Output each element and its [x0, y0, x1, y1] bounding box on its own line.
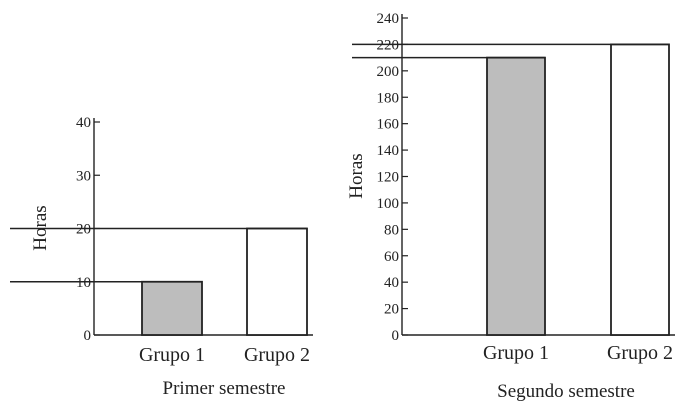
category-label-2: Grupo 2: [607, 342, 673, 364]
category-label-2: Grupo 1: [483, 342, 549, 364]
y-tick-label-2: 180: [377, 90, 400, 106]
y-tick-label-2: 100: [377, 196, 400, 212]
y-tick-label-1: 40: [76, 115, 91, 131]
bar-1-1: [141, 280, 203, 336]
y-tick-label-2: 80: [384, 222, 399, 238]
bar-2-1: [486, 56, 546, 336]
y-tick-label-1: 10: [76, 275, 91, 291]
y-tick-label-2: 200: [377, 64, 400, 80]
y-tick-label-2: 0: [392, 328, 400, 344]
y-tick-label-2: 220: [377, 37, 400, 53]
y-tick-label-2: 160: [377, 117, 400, 133]
y-axis-title-2: Horas: [346, 153, 367, 198]
y-tick-label-2: 60: [384, 249, 399, 265]
y-tick-label-2: 120: [377, 170, 400, 186]
bar-1-2: [246, 227, 308, 336]
chart-title-2: Segundo semestre: [497, 381, 635, 402]
y-tick-label-2: 240: [377, 11, 400, 27]
y-tick-label-2: 140: [377, 143, 400, 159]
category-label-1: Grupo 2: [244, 344, 310, 366]
y-tick-label-2: 40: [384, 275, 399, 291]
y-tick-label-1: 20: [76, 222, 91, 238]
y-tick-label-1: 0: [84, 328, 92, 344]
y-tick-label-1: 30: [76, 168, 91, 184]
bar-2-2: [610, 43, 670, 336]
chart-title-1: Primer semestre: [163, 378, 286, 399]
category-label-1: Grupo 1: [139, 344, 205, 366]
y-axis-title-1: Horas: [30, 205, 51, 250]
y-tick-label-2: 20: [384, 302, 399, 318]
